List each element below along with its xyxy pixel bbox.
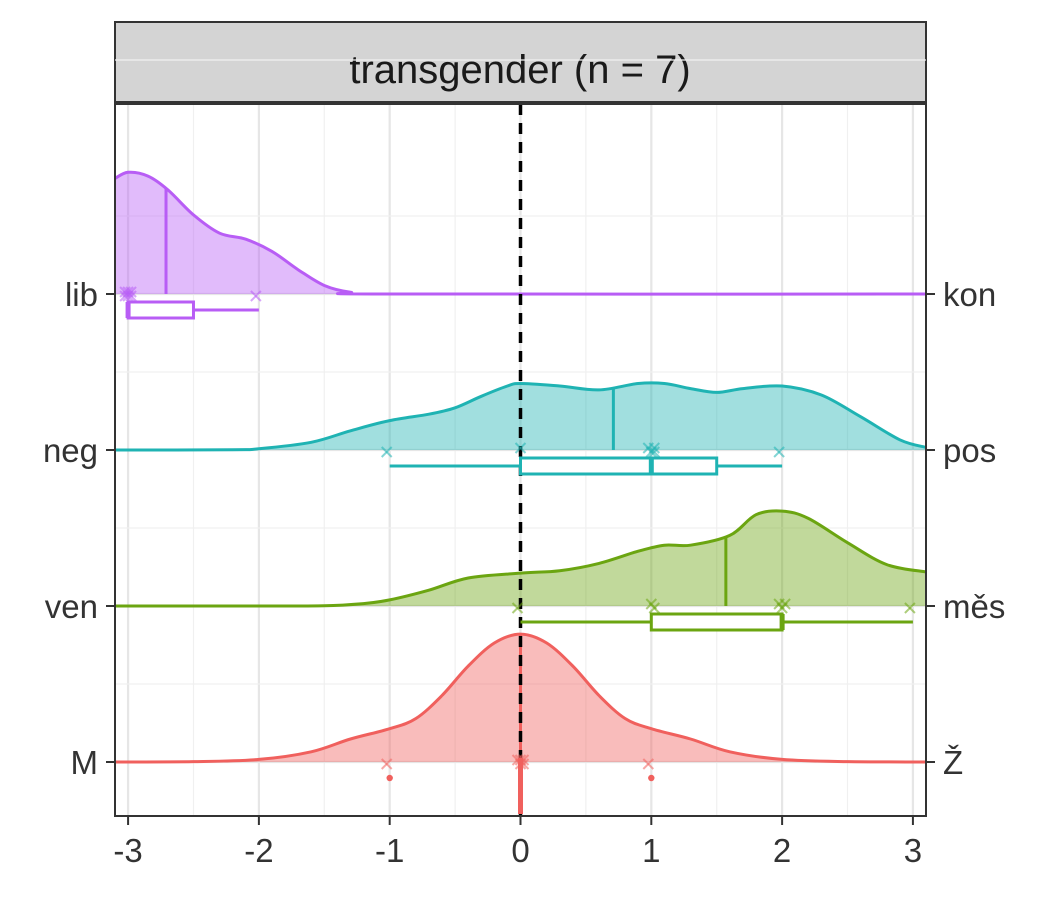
data-point-stroke — [380, 758, 393, 770]
data-point-M — [642, 758, 655, 770]
box-iqr-ven — [649, 612, 784, 632]
data-point-stroke — [779, 598, 791, 610]
x-tick-label: -1 — [375, 832, 404, 869]
y-tick-label-right: Ž — [943, 744, 963, 781]
x-tick-label: 3 — [904, 832, 922, 869]
density-curve-ven — [115, 509, 927, 608]
data-point-neg — [648, 446, 661, 458]
y-tick-label-left: lib — [65, 276, 98, 313]
data-point-stroke — [380, 446, 393, 458]
y-tick-label-right: kon — [943, 276, 996, 313]
y-tick-label-right: pos — [943, 432, 996, 469]
data-point-stroke — [125, 286, 137, 298]
y-tick-label-left: neg — [43, 432, 98, 469]
box-iqr-lib — [126, 300, 195, 320]
box-collapsed-M — [518, 758, 523, 814]
y-tick-label-left: M — [71, 744, 99, 781]
data-point-lib — [125, 290, 137, 302]
y-tick-label-left: ven — [45, 588, 98, 625]
data-point-stroke — [642, 758, 655, 770]
data-point-stroke — [125, 290, 137, 302]
density-curve-lib — [114, 170, 927, 296]
data-point-M — [380, 758, 393, 770]
data-point-stroke — [773, 446, 785, 458]
density-curve-neg — [114, 381, 927, 452]
data-point-neg — [773, 446, 785, 458]
data-point-stroke — [904, 602, 916, 614]
data-point-neg — [380, 446, 393, 458]
y-tick-label-right: měs — [943, 588, 1005, 625]
box-iqr-neg — [519, 456, 719, 476]
density-area-ven — [115, 510, 926, 607]
data-point-neg — [514, 442, 527, 454]
data-point-ven — [779, 598, 791, 610]
data-point-lib — [125, 286, 137, 298]
points-box-layer — [119, 286, 916, 814]
data-point-ven — [904, 602, 916, 614]
outlier-dot-M — [386, 774, 393, 782]
outlier-dot-M — [648, 774, 655, 782]
x-tick-label: 0 — [511, 832, 529, 869]
x-tick-label: -3 — [113, 832, 142, 869]
data-point-neg — [648, 442, 661, 454]
density-area-lib — [115, 172, 926, 295]
x-tick-label: 1 — [642, 832, 660, 869]
data-point-stroke — [511, 602, 524, 614]
data-point-stroke — [648, 602, 661, 614]
data-point-lib — [250, 290, 262, 302]
data-point-stroke — [250, 290, 262, 302]
data-point-stroke — [648, 442, 661, 454]
data-point-ven — [648, 602, 661, 614]
data-point-ven — [511, 602, 524, 614]
x-tick-label: 2 — [773, 832, 791, 869]
facet-strip: transgender (n = 7) — [114, 21, 927, 103]
data-point-stroke — [648, 446, 661, 458]
data-point-stroke — [514, 442, 527, 454]
x-tick-label: -2 — [244, 832, 273, 869]
facet-title: transgender (n = 7) — [349, 48, 690, 92]
